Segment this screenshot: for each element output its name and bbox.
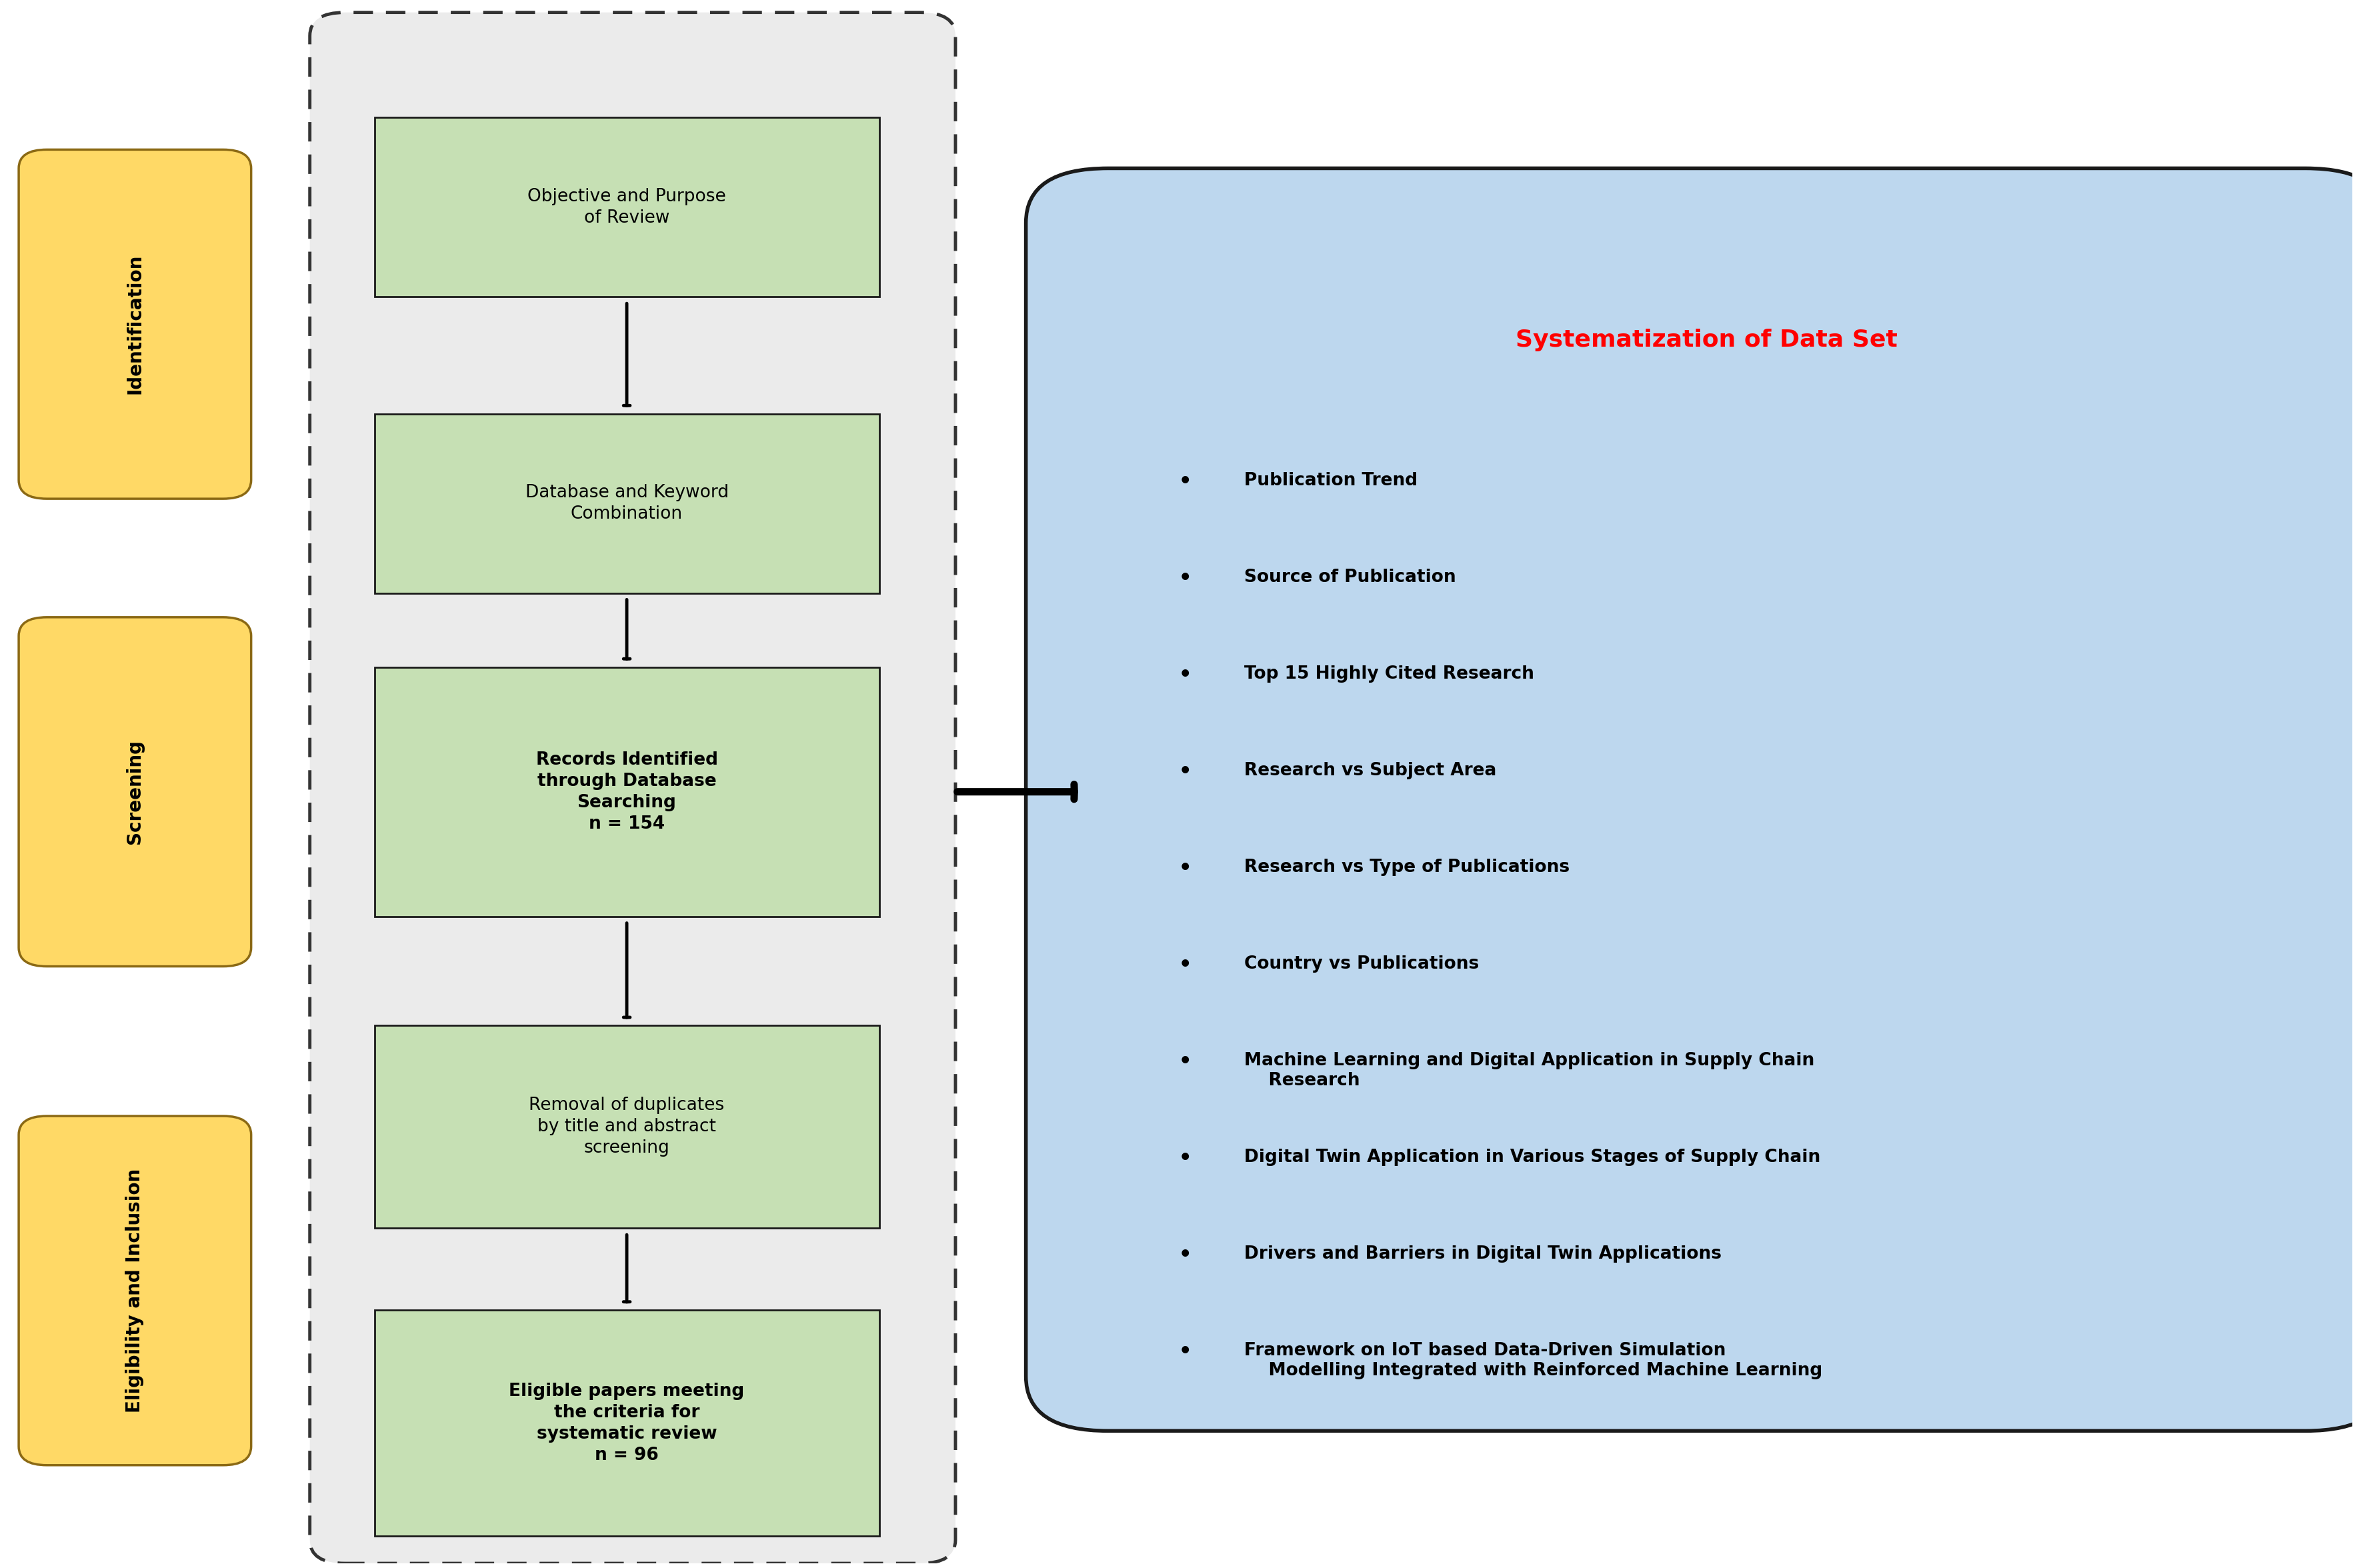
FancyBboxPatch shape (375, 1311, 879, 1537)
Text: Digital Twin Application in Various Stages of Supply Chain: Digital Twin Application in Various Stag… (1244, 1149, 1820, 1167)
FancyBboxPatch shape (19, 149, 252, 499)
Text: Source of Publication: Source of Publication (1244, 569, 1457, 586)
Text: •: • (1178, 569, 1193, 588)
Text: •: • (1178, 762, 1193, 781)
Text: Publication Trend: Publication Trend (1244, 472, 1417, 489)
Text: •: • (1178, 955, 1193, 975)
Text: Eligibility and Inclusion: Eligibility and Inclusion (125, 1168, 144, 1413)
FancyBboxPatch shape (375, 414, 879, 593)
Text: Objective and Purpose
of Review: Objective and Purpose of Review (528, 188, 726, 227)
Text: Research vs Subject Area: Research vs Subject Area (1244, 762, 1497, 779)
Text: •: • (1178, 1342, 1193, 1361)
FancyBboxPatch shape (1025, 168, 2357, 1432)
Text: Machine Learning and Digital Application in Supply Chain
    Research: Machine Learning and Digital Application… (1244, 1052, 1815, 1090)
Text: Database and Keyword
Combination: Database and Keyword Combination (526, 485, 728, 522)
Text: •: • (1178, 665, 1193, 685)
FancyBboxPatch shape (309, 13, 955, 1563)
FancyBboxPatch shape (19, 1116, 252, 1465)
Text: Eligible papers meeting
the criteria for
systematic review
n = 96: Eligible papers meeting the criteria for… (509, 1383, 745, 1465)
Text: Framework on IoT based Data-Driven Simulation
    Modelling Integrated with Rein: Framework on IoT based Data-Driven Simul… (1244, 1342, 1822, 1380)
Text: Research vs Type of Publications: Research vs Type of Publications (1244, 859, 1570, 877)
Text: Top 15 Highly Cited Research: Top 15 Highly Cited Research (1244, 665, 1534, 684)
Text: •: • (1178, 472, 1193, 492)
FancyBboxPatch shape (375, 118, 879, 296)
FancyBboxPatch shape (375, 1025, 879, 1228)
Text: Screening: Screening (125, 740, 144, 844)
Text: •: • (1178, 1052, 1193, 1071)
FancyBboxPatch shape (19, 618, 252, 966)
Text: •: • (1178, 1149, 1193, 1168)
Text: Drivers and Barriers in Digital Twin Applications: Drivers and Barriers in Digital Twin App… (1244, 1245, 1721, 1262)
FancyBboxPatch shape (375, 666, 879, 916)
Text: •: • (1178, 859, 1193, 878)
Text: Systematization of Data Set: Systematization of Data Set (1516, 328, 1897, 351)
Text: Records Identified
through Database
Searching
n = 154: Records Identified through Database Sear… (535, 751, 719, 833)
Text: •: • (1178, 1245, 1193, 1265)
Text: Identification: Identification (125, 254, 144, 394)
Text: Country vs Publications: Country vs Publications (1244, 955, 1480, 972)
Text: Removal of duplicates
by title and abstract
screening: Removal of duplicates by title and abstr… (528, 1098, 724, 1157)
